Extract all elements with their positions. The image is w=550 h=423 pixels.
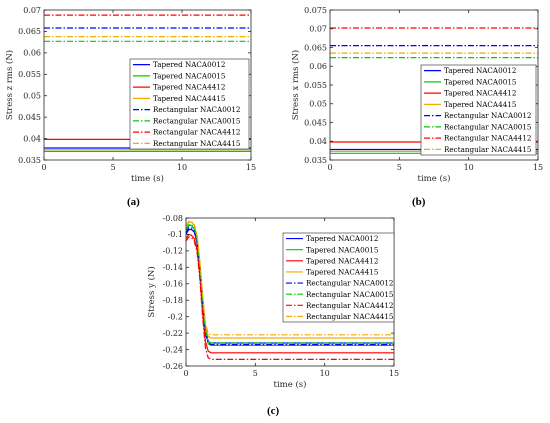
y-tick-label-c-1: -0.24 (162, 345, 183, 354)
panel-label-a: (a) (127, 196, 140, 208)
y-tick-label-a-5: 0.06 (23, 49, 41, 58)
y-tick-label-b-2: 0.045 (304, 118, 327, 127)
y-tick-label-c-0: -0.26 (162, 362, 183, 371)
x-axis-label-a: time (s) (131, 173, 164, 184)
legend-label-a-7: Rectangular NACA4415 (153, 139, 241, 148)
legend-label-c-1: Tapered NACA0015 (306, 245, 379, 254)
legend-label-c-7: Rectangular NACA4415 (306, 312, 394, 321)
y-tick-label-b-8: 0.075 (304, 6, 327, 15)
y-tick-label-b-1: 0.04 (309, 137, 327, 146)
x-tick-label-c-0: 0 (183, 369, 188, 378)
x-tick-label-c-1: 5 (253, 369, 258, 378)
y-tick-label-a-0: 0.035 (18, 156, 41, 165)
x-axis-label-c: time (s) (274, 379, 307, 390)
x-tick-label-b-3: 15 (533, 163, 543, 172)
legend-label-b-0: Tapered NACA0012 (444, 66, 516, 75)
y-tick-label-c-5: -0.16 (162, 280, 183, 289)
y-axis-label-c: Stress y (N) (146, 266, 157, 317)
legend-label-b-3: Tapered NACA4415 (444, 100, 517, 109)
legend-box-b (420, 64, 537, 156)
y-axis-label-b: Stress x rms (N) (290, 50, 301, 121)
x-tick-label-b-0: 0 (327, 163, 332, 172)
legend-label-b-6: Rectangular NACA4412 (444, 134, 532, 143)
y-tick-label-a-2: 0.045 (18, 113, 41, 122)
y-tick-label-b-6: 0.065 (304, 43, 327, 52)
y-tick-label-a-4: 0.055 (18, 70, 41, 79)
y-tick-label-a-7: 0.07 (23, 6, 41, 15)
legend-label-b-1: Tapered NACA0015 (444, 77, 517, 86)
x-tick-label-b-2: 10 (464, 163, 474, 172)
legend-label-a-5: Rectangular NACA0015 (153, 116, 241, 125)
legend-label-b-7: Rectangular NACA4415 (444, 145, 532, 154)
x-tick-label-c-2: 10 (320, 369, 330, 378)
y-tick-label-c-6: -0.14 (162, 263, 183, 272)
x-tick-label-a-0: 0 (41, 163, 46, 172)
series-line-c-4 (185, 227, 394, 346)
y-tick-label-c-2: -0.22 (162, 329, 183, 338)
y-tick-label-b-0: 0.035 (304, 156, 327, 165)
y-tick-label-b-4: 0.055 (304, 81, 327, 90)
y-tick-label-c-3: -0.2 (168, 312, 183, 321)
legend-box-c (282, 232, 395, 323)
y-tick-label-b-3: 0.05 (309, 100, 327, 109)
legend-label-a-2: Tapered NACA4412 (153, 83, 225, 92)
legend-label-a-4: Rectangular NACA0012 (153, 105, 241, 114)
y-tick-label-b-5: 0.06 (309, 62, 327, 71)
y-tick-label-c-8: -0.1 (168, 230, 183, 239)
x-tick-label-c-3: 15 (389, 369, 399, 378)
series-line-c-7 (185, 220, 394, 336)
x-axis-label-b: time (s) (418, 173, 451, 184)
y-tick-label-a-1: 0.04 (23, 134, 41, 143)
y-tick-label-b-7: 0.07 (309, 25, 327, 34)
legend-label-a-6: Rectangular NACA4412 (153, 128, 241, 137)
legend-label-c-2: Tapered NACA4412 (306, 256, 378, 265)
legend-box-a (129, 58, 250, 150)
y-tick-label-c-4: -0.18 (162, 296, 183, 305)
legend-label-b-2: Tapered NACA4412 (444, 89, 516, 98)
x-tick-label-a-2: 10 (177, 163, 187, 172)
legend-label-a-1: Tapered NACA0015 (153, 71, 226, 80)
x-tick-label-b-1: 5 (397, 163, 402, 172)
legend-label-c-4: Rectangular NACA0012 (306, 279, 394, 288)
y-tick-label-c-9: -0.08 (162, 214, 183, 223)
y-axis-label-a: Stress z rms (N) (4, 50, 15, 120)
plot-frame-a (43, 9, 252, 161)
y-tick-label-a-3: 0.05 (23, 92, 41, 101)
legend-label-c-0: Tapered NACA0012 (306, 234, 378, 243)
series-line-c-5 (185, 224, 394, 344)
x-tick-label-a-3: 15 (246, 163, 256, 172)
legend-label-b-5: Rectangular NACA0015 (444, 122, 532, 131)
y-tick-label-a-6: 0.065 (18, 27, 41, 36)
x-tick-label-a-1: 5 (110, 163, 115, 172)
legend-label-a-3: Tapered NACA4415 (153, 94, 226, 103)
legend-label-c-5: Rectangular NACA0015 (306, 290, 394, 299)
legend-label-a-0: Tapered NACA0012 (153, 60, 225, 69)
legend-label-b-4: Rectangular NACA0012 (444, 111, 532, 120)
series-line-c-6 (185, 236, 394, 360)
y-tick-label-c-7: -0.12 (162, 247, 183, 256)
panel-label-b: (b) (412, 196, 426, 208)
panel-label-c: (c) (267, 405, 280, 417)
legend-label-c-3: Tapered NACA4415 (306, 268, 379, 277)
legend-label-c-6: Rectangular NACA4412 (306, 301, 394, 310)
